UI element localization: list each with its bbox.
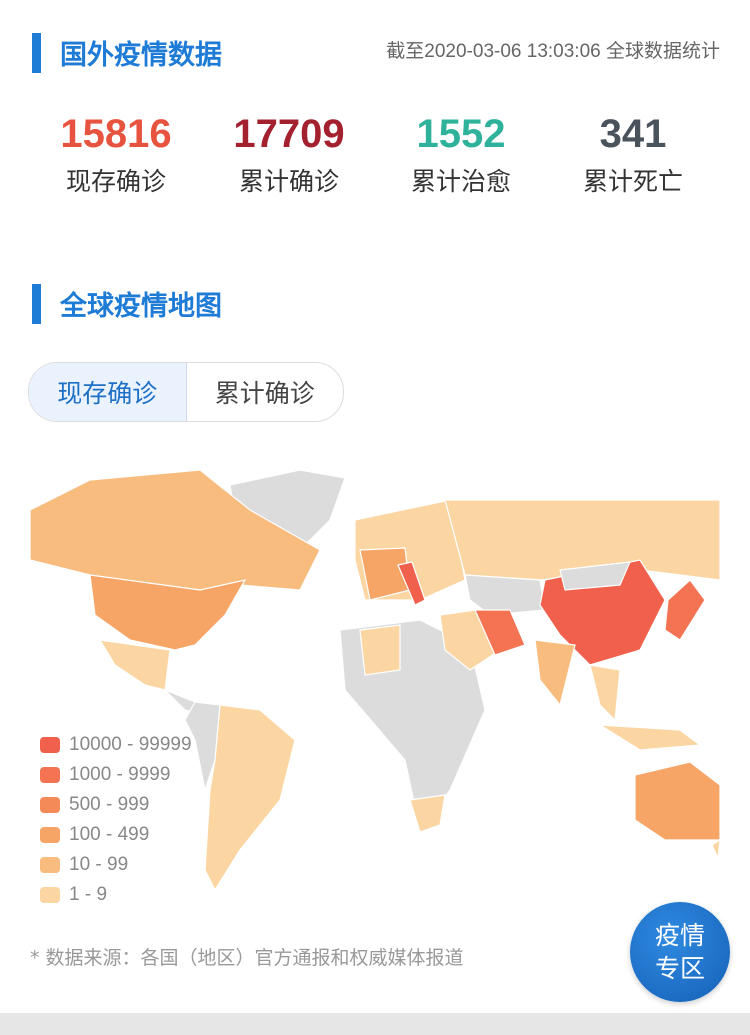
- legend-label: 100 - 499: [69, 824, 150, 845]
- region-middle-east: [439, 609, 501, 671]
- region-south-america: [204, 704, 296, 892]
- region-central-asia: [464, 574, 546, 616]
- region-mongolia: [559, 561, 631, 591]
- region-australia: [634, 761, 721, 841]
- bottom-divider: [0, 1013, 750, 1035]
- fab-label-line2: 专区: [654, 954, 705, 983]
- legend-item[interactable]: 1000 - 9999: [40, 760, 192, 790]
- stat-value: 341: [599, 112, 667, 156]
- stat-label: 现存确诊: [65, 167, 166, 196]
- region-southeast-asia: [589, 664, 621, 722]
- legend-label: 10 - 99: [69, 854, 129, 875]
- stat-current-confirmed: 15816 现存确诊: [30, 110, 202, 198]
- stat-deaths: 341 累计死亡: [547, 110, 719, 198]
- legend-item[interactable]: 1 - 9: [40, 880, 192, 910]
- legend-swatch: [40, 887, 60, 903]
- world-map[interactable]: [0, 440, 750, 900]
- region-new-zealand: [711, 838, 721, 861]
- update-timestamp: 截至2020-03-06 13:03:06 全球数据统计: [386, 41, 720, 62]
- map-tabs: 现存确诊 累计确诊: [28, 362, 344, 422]
- region-italy: [397, 561, 426, 606]
- region-indonesia: [599, 724, 702, 751]
- stat-label: 累计确诊: [238, 167, 339, 196]
- region-iran: [474, 609, 526, 656]
- legend-item[interactable]: 10 - 99: [40, 850, 192, 880]
- section-title-overseas: 国外疫情数据: [60, 40, 222, 71]
- region-mexico: [98, 639, 171, 691]
- legend-swatch: [40, 857, 60, 873]
- region-south-africa: [409, 794, 446, 833]
- fab-label-line1: 疫情: [654, 921, 705, 950]
- tab-total-confirmed[interactable]: 累计确诊: [214, 379, 315, 408]
- data-source-note: * 数据来源：各国（地区）官方通报和权威媒体报道: [30, 947, 464, 969]
- legend-swatch: [40, 797, 60, 813]
- section-accent-bar: [32, 284, 41, 324]
- legend-label: 10000 - 99999: [69, 734, 192, 755]
- stat-value: 17709: [233, 112, 345, 156]
- region-canada: [29, 469, 321, 591]
- stat-value: 1552: [416, 112, 506, 156]
- epidemic-zone-button[interactable]: 疫情 专区: [630, 902, 730, 1002]
- stat-label: 累计死亡: [582, 167, 683, 196]
- region-india: [534, 639, 576, 707]
- map-legend: 10000 - 99999 1000 - 9999 500 - 999 100 …: [40, 730, 192, 910]
- tab-current-confirmed[interactable]: 现存确诊: [29, 363, 187, 421]
- legend-label: 1000 - 9999: [69, 764, 171, 785]
- stat-value: 15816: [60, 112, 172, 156]
- legend-item[interactable]: 100 - 499: [40, 820, 192, 850]
- legend-swatch: [40, 767, 60, 783]
- legend-label: 500 - 999: [69, 794, 150, 815]
- legend-label: 1 - 9: [69, 884, 108, 905]
- legend-swatch: [40, 827, 60, 843]
- stat-total-confirmed: 17709 累计确诊: [203, 110, 375, 198]
- section-title-map: 全球疫情地图: [60, 291, 222, 322]
- stat-label: 累计治愈: [410, 167, 511, 196]
- region-usa: [89, 574, 247, 651]
- region-north-africa: [359, 624, 401, 676]
- region-korea-japan: [664, 579, 706, 641]
- legend-item[interactable]: 10000 - 99999: [40, 730, 192, 760]
- stat-recovered: 1552 累计治愈: [375, 110, 547, 198]
- legend-item[interactable]: 500 - 999: [40, 790, 192, 820]
- legend-swatch: [40, 737, 60, 753]
- section-accent-bar: [32, 33, 41, 73]
